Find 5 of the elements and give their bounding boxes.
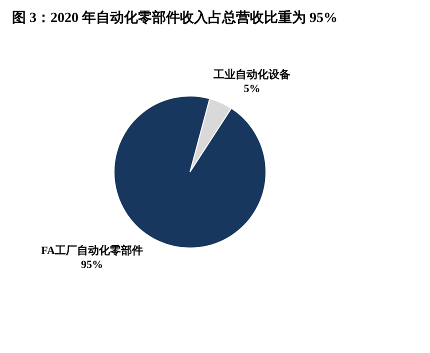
- data-label: 5%: [244, 83, 260, 95]
- chart-title: 图 3：2020 年自动化零部件收入占总营收比重为 95%: [12, 9, 338, 26]
- slice-label: FA工厂自动化零部件: [41, 244, 143, 257]
- data-label: 95%: [81, 259, 103, 271]
- slice-label: 工业自动化设备: [212, 68, 290, 81]
